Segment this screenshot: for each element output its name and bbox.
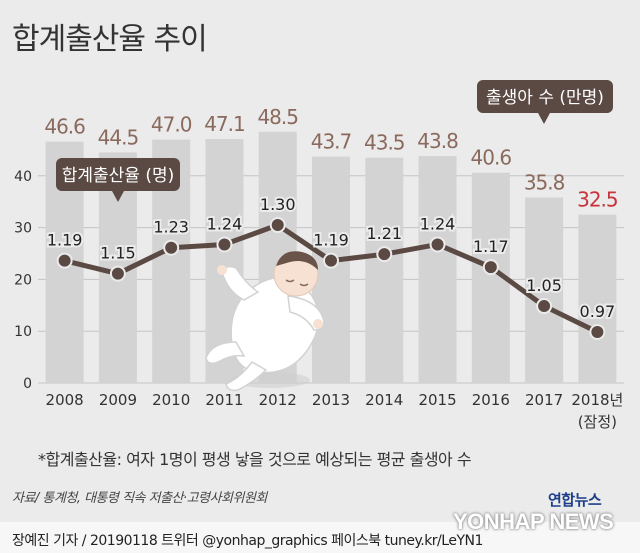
rate-point: [216, 236, 233, 253]
y-tick-label: 0: [23, 376, 32, 392]
x-tick-label: 2012: [259, 391, 297, 409]
bar-value-label: 40.6: [471, 146, 512, 170]
y-tick-label: 40: [14, 169, 32, 185]
bar: [525, 197, 564, 383]
rate-value-label: 1.21: [366, 224, 402, 243]
x-tick-label: 2018년: [571, 391, 623, 409]
x-tick-label: 2008: [46, 391, 84, 409]
rate-point: [109, 265, 126, 282]
bar-value-label: 43.5: [364, 131, 405, 155]
rate-value-label: 1.15: [100, 244, 136, 263]
bar-value-label: 43.7: [311, 130, 352, 154]
rate-value-label: 1.30: [260, 195, 296, 214]
bar-value-label: 35.8: [524, 171, 565, 195]
x-tick-label: 2011: [205, 391, 243, 409]
x-tick-label: 2016: [472, 391, 510, 409]
rate-point: [269, 217, 286, 233]
bar: [312, 156, 350, 383]
x-tick-label: 2017: [525, 391, 563, 409]
rate-point: [536, 298, 553, 315]
x-tick-label: 2014: [365, 391, 403, 409]
rate-point: [589, 324, 606, 340]
bar-value-label: 47.1: [204, 112, 245, 136]
bar: [365, 157, 404, 383]
bar-value-label: 32.5: [577, 188, 618, 212]
rate-points: [56, 217, 606, 340]
bar-series-label: 출생아 수 (만명): [486, 88, 604, 108]
rate-value-label: 0.97: [580, 302, 616, 321]
x-tick-label: 2010: [152, 391, 190, 409]
line-series-label: 합계출산율 (명): [62, 166, 175, 186]
rate-value-label: 1.17: [473, 237, 509, 256]
source-note: 자료/ 통계청, 대통령 직속 저출산·고령사회위원회: [12, 491, 267, 506]
x-tick-label: 2009: [99, 391, 137, 409]
baby-illustration: [205, 251, 325, 392]
bar-value-labels: 46.6 44.5 47.0 47.1 48.5 43.7 43.5 43.8 40.6 35.8…: [44, 105, 618, 212]
series-callouts: 출생아 수 (만명) 합계출산율 (명): [56, 80, 613, 202]
x-tick-label: 2015: [418, 391, 456, 409]
rate-point: [56, 252, 73, 269]
y-tick-label: 20: [14, 272, 32, 288]
rate-point: [376, 246, 393, 263]
y-tick-label: 30: [14, 221, 32, 237]
rate-point: [429, 236, 446, 253]
bar-value-label: 43.8: [417, 129, 458, 153]
x-tick-label: 2013: [312, 391, 350, 409]
brand-logo-en: YONHAP NEWS: [453, 509, 614, 534]
x-tick-sublabel: (잠정): [578, 413, 617, 431]
rate-value-label: 1.24: [207, 214, 243, 233]
rate-value-label: 1.24: [420, 214, 456, 233]
rate-labels: 1.19 1.15 1.23 1.24 1.30 1.19 1.21 1.24 1.17 1.05…: [45, 193, 617, 323]
bar-value-label: 46.6: [44, 115, 85, 139]
bar: [418, 156, 457, 383]
rate-point: [482, 259, 499, 276]
bar-value-label: 48.5: [257, 105, 298, 129]
bar: [578, 214, 617, 383]
y-tick-label: 10: [14, 324, 32, 340]
bar-value-label: 44.5: [98, 125, 139, 149]
bar-value-label: 47.0: [151, 113, 192, 137]
y-axis: 0 10 20 30 40: [14, 169, 32, 392]
brand-logo-ko: 연합뉴스: [548, 491, 602, 509]
rate-point: [323, 252, 339, 269]
credit-bar: [0, 522, 640, 553]
credit-text: 장예진 기자 / 20190118 트위터 @yonhap_graphics 페…: [12, 533, 483, 549]
footnote: *합계출산율: 여자 1명이 평생 낳을 것으로 예상되는 평균 출생아 수: [38, 450, 472, 469]
rate-value-label: 1.19: [313, 231, 349, 250]
rate-point: [163, 239, 180, 256]
rate-value-label: 1.23: [153, 218, 189, 237]
x-axis: 2008 2009 2010 2011 2012 2013 2014 2015 2016 2017…: [46, 391, 624, 431]
rate-value-label: 1.19: [47, 231, 83, 250]
chart-title: 합계출산율 추이: [12, 22, 208, 57]
rate-value-label: 1.05: [526, 276, 562, 295]
